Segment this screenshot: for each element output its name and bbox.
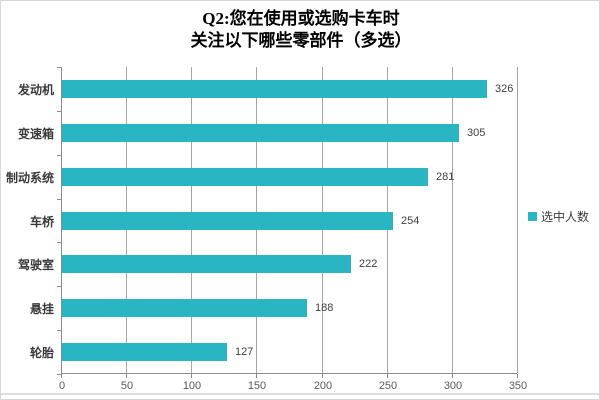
y-axis-tick xyxy=(57,242,62,243)
x-axis-tick-200 xyxy=(322,374,323,378)
bar-value-发动机: 326 xyxy=(495,83,514,95)
bar-车桥 xyxy=(62,212,393,230)
x-axis-label-300: 300 xyxy=(443,380,463,392)
plot-area: 0 50 100 150 200 250 300 350 326 发动机 305 变速箱 281 制动系统… xyxy=(6,67,527,392)
x-axis-label-350: 350 xyxy=(508,380,528,392)
y-axis-tick xyxy=(57,67,62,68)
category-label-发动机: 发动机 xyxy=(17,83,54,97)
x-axis-tick-100 xyxy=(191,374,192,378)
gridline-x-350 xyxy=(517,67,518,373)
bar-制动系统 xyxy=(62,168,428,186)
x-axis-label-200: 200 xyxy=(313,380,333,392)
category-label-变速箱: 变速箱 xyxy=(17,127,54,141)
category-label-轮胎: 轮胎 xyxy=(29,346,54,360)
category-label-车桥: 车桥 xyxy=(29,215,54,229)
bar-驾驶室 xyxy=(62,255,351,273)
y-axis-tick xyxy=(57,374,62,375)
x-axis-tick-350 xyxy=(517,374,518,378)
bar-变速箱 xyxy=(62,124,459,142)
bar-value-悬挂: 188 xyxy=(315,302,334,314)
x-axis-tick-300 xyxy=(452,374,453,378)
bar-轮胎 xyxy=(62,343,227,361)
bar-value-驾驶室: 222 xyxy=(359,258,378,270)
legend-swatch xyxy=(528,212,537,221)
category-label-驾驶室: 驾驶室 xyxy=(17,258,54,272)
bar-value-制动系统: 281 xyxy=(436,171,455,183)
category-label-制动系统: 制动系统 xyxy=(5,171,54,185)
bar-悬挂 xyxy=(62,299,307,317)
x-axis-tick-150 xyxy=(256,374,257,378)
x-axis-label-100: 100 xyxy=(182,380,202,392)
x-axis-label-0: 0 xyxy=(58,380,66,392)
legend-label: 选中人数 xyxy=(541,210,590,224)
x-axis-tick-250 xyxy=(387,374,388,378)
y-axis-tick xyxy=(57,199,62,200)
y-axis-tick xyxy=(57,286,62,287)
bar-value-车桥: 254 xyxy=(401,215,420,227)
bar-发动机 xyxy=(62,80,487,98)
bar-value-轮胎: 127 xyxy=(235,346,254,358)
y-axis-tick xyxy=(57,155,62,156)
legend: 选中人数 xyxy=(528,208,589,225)
category-label-悬挂: 悬挂 xyxy=(29,302,54,316)
x-axis-label-250: 250 xyxy=(378,380,398,392)
chart-title-line-1: Q2:您在使用或选购卡车时 xyxy=(202,9,400,28)
bar-value-变速箱: 305 xyxy=(467,127,486,139)
gridline-x-300 xyxy=(452,67,453,373)
x-axis-label-150: 150 xyxy=(247,380,267,392)
x-axis-label-50: 50 xyxy=(120,380,134,392)
x-axis-tick-0 xyxy=(61,374,62,378)
y-axis-tick xyxy=(57,330,62,331)
bottom-border-line xyxy=(1,393,599,395)
chart-title: Q2:您在使用或选购卡车时 关注以下哪些零部件（多选） xyxy=(1,8,599,52)
chart-title-line-2: 关注以下哪些零部件（多选） xyxy=(190,31,412,50)
x-axis-tick-50 xyxy=(126,374,127,378)
y-axis-tick xyxy=(57,111,62,112)
